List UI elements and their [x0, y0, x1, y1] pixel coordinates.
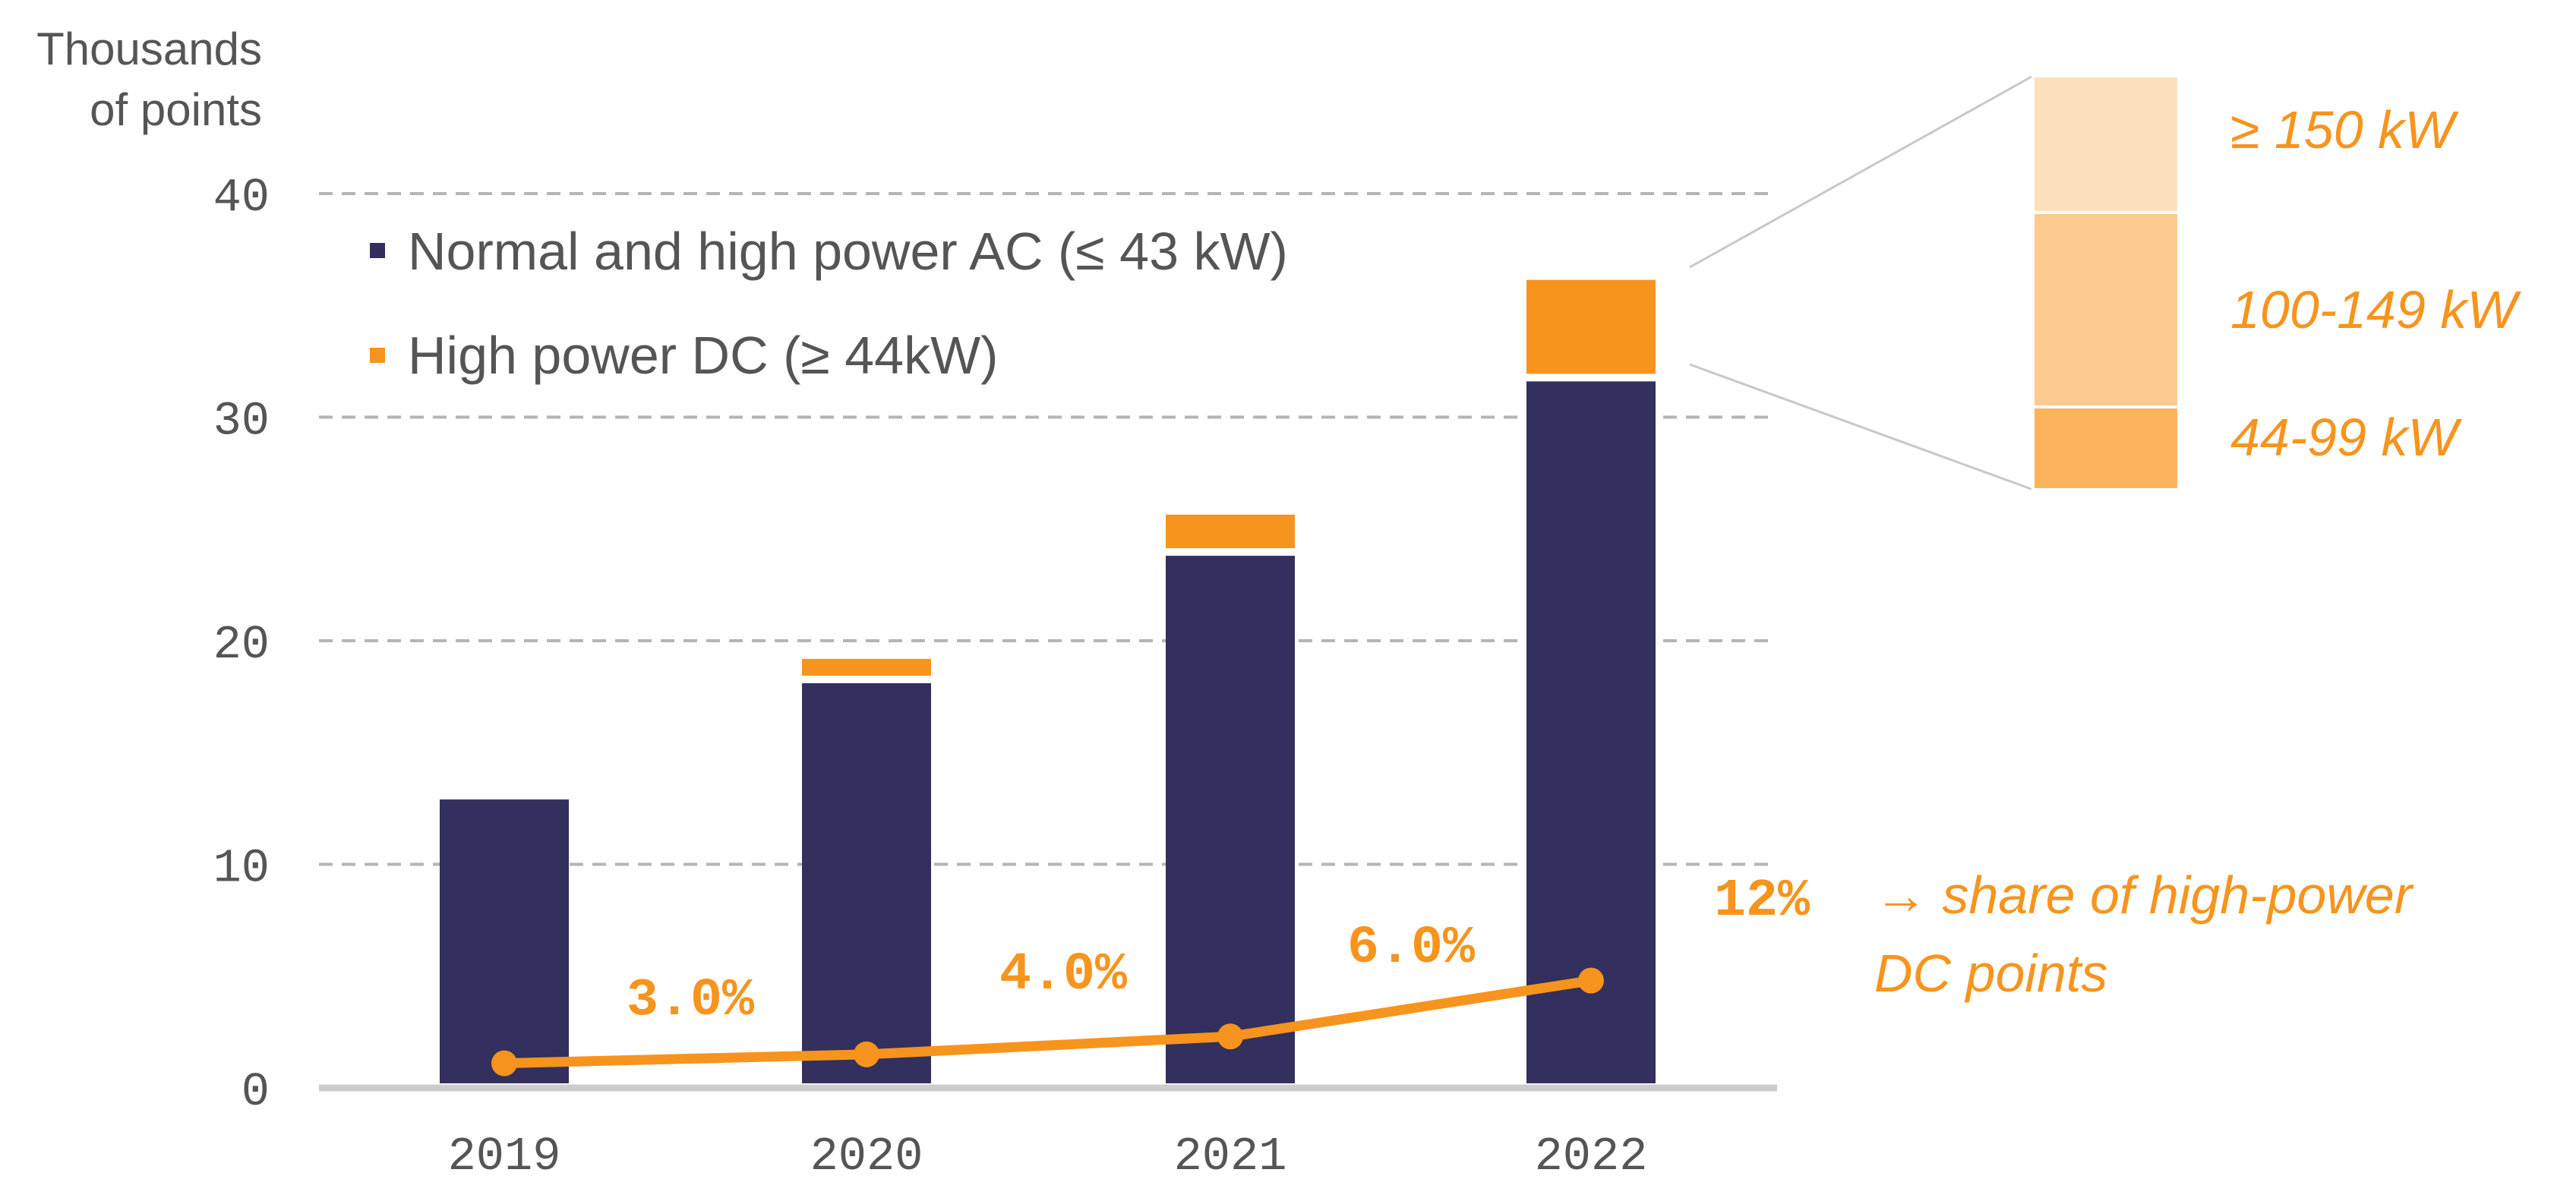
y-axis-title-line1: Thousands — [36, 24, 262, 74]
legend-label-dc: High power DC (≥ 44kW) — [408, 326, 999, 385]
y-tick-label: 10 — [213, 842, 270, 896]
share-marker — [854, 1041, 879, 1067]
bar-ac — [1166, 556, 1295, 1083]
share-label: 4.0% — [999, 945, 1128, 1005]
bar-dc — [802, 658, 931, 676]
legend-swatch-ac — [370, 243, 385, 258]
legend: Normal and high power AC (≤ 43 kW) High … — [370, 222, 1288, 385]
breakdown-segment — [2031, 74, 2180, 214]
breakdown-connector-bottom — [1689, 363, 2034, 491]
x-tick-label: 2022 — [1535, 1130, 1648, 1184]
legend-swatch-dc — [370, 348, 385, 363]
x-tick-label: 2021 — [1174, 1130, 1287, 1184]
share-marker — [1578, 967, 1604, 994]
share-label: 12% — [1714, 872, 1810, 931]
breakdown-label: 100-149 kW — [2230, 280, 2521, 339]
y-tick-label: 30 — [213, 395, 270, 449]
bar-ac — [440, 799, 569, 1083]
share-annotation-line1: → share of high-power — [1874, 865, 2414, 925]
breakdown-2022: 44-99 kW 100-149 kW ≥ 150 kW — [1689, 74, 2521, 491]
bar-dc — [1526, 279, 1656, 374]
breakdown-segment — [2031, 210, 2180, 408]
share-label: 3.0% — [627, 971, 755, 1031]
breakdown-label: ≥ 150 kW — [2230, 100, 2459, 159]
breakdown-connector-top — [1689, 74, 2034, 269]
x-tick-label: 2020 — [810, 1130, 923, 1184]
legend-label-ac: Normal and high power AC (≤ 43 kW) — [408, 222, 1288, 281]
grid-layer: 0 10 20 30 40 — [213, 171, 1777, 1119]
share-marker — [491, 1050, 517, 1076]
share-line — [504, 976, 1592, 1069]
bar-ac — [1526, 381, 1656, 1083]
bar-ac — [802, 682, 931, 1083]
share-line-layer: 3.0% 4.0% 6.0% 12% — [491, 872, 1810, 1076]
x-tick-label: 2019 — [448, 1130, 561, 1184]
breakdown-segment — [2031, 405, 2180, 491]
breakdown-label: 44-99 kW — [2230, 408, 2462, 467]
share-label: 6.0% — [1347, 919, 1476, 979]
share-marker — [1217, 1023, 1243, 1050]
bar-dc — [1166, 514, 1295, 549]
bars-layer: 2019 2020 2021 2022 — [440, 279, 1656, 1184]
y-tick-label: 40 — [213, 171, 270, 225]
y-tick-label: 0 — [242, 1065, 270, 1119]
y-axis-title-line2: of points — [90, 84, 262, 135]
share-annotation-line2: DC points — [1874, 944, 2107, 1003]
y-tick-label: 20 — [213, 618, 270, 672]
